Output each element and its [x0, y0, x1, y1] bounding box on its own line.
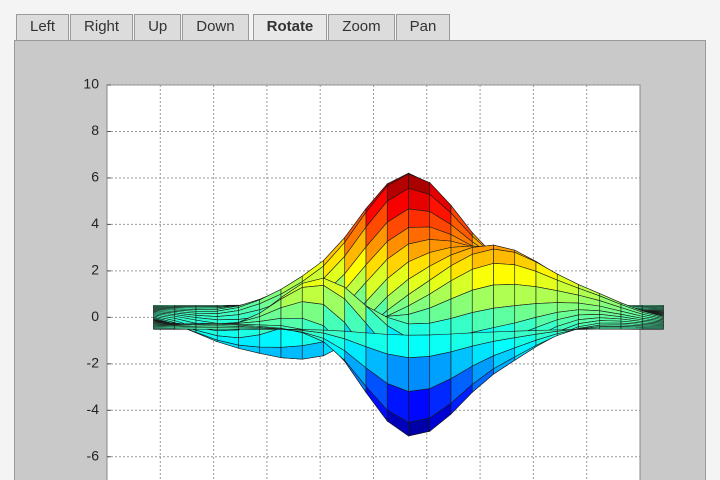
surface-patch: [386, 334, 409, 359]
surface-cell: [493, 326, 579, 375]
surface-patch: [514, 284, 537, 306]
toolbar-tab[interactable]: Left: [16, 14, 70, 40]
surface-cell: [578, 309, 664, 328]
toolbar-tab[interactable]: Up: [134, 14, 182, 40]
surface-cell: [238, 323, 324, 343]
toolbar-tab[interactable]: Rotate: [252, 14, 328, 40]
surface-patch: [493, 284, 516, 309]
surface-cell: [408, 331, 494, 437]
surface-cell: [578, 322, 664, 330]
toolbar-tab[interactable]: Pan: [395, 14, 451, 40]
surface-cell: [153, 323, 239, 330]
surface-cell: [578, 284, 664, 322]
surface-patch: [641, 327, 664, 330]
surface-patch: [493, 263, 516, 286]
y-tick-label: 4: [91, 215, 99, 231]
surface-cell: [493, 248, 579, 328]
toolbar-tab[interactable]: Down: [182, 14, 249, 40]
surface-patch: [408, 356, 431, 392]
surface-cell: [323, 329, 409, 437]
surface-patch: [301, 284, 324, 305]
y-tick-label: 8: [91, 122, 99, 138]
surface-patch: [599, 327, 622, 330]
surface-patch: [408, 208, 431, 228]
y-tick-label: -2: [87, 355, 100, 371]
surface-patch: [216, 327, 239, 330]
surface-patch: [153, 327, 176, 330]
surface-patch: [599, 320, 622, 324]
y-tick-label: -4: [87, 401, 100, 417]
surface-cell: [408, 226, 494, 296]
y-tick-label: -6: [87, 447, 100, 463]
surface-patch: [238, 327, 261, 330]
toolbar: Left Right Up Down Rotate Zoom Pan: [16, 14, 451, 40]
y-tick-label: 2: [91, 262, 99, 278]
y-tick-label: 0: [91, 308, 99, 324]
surface-patch: [578, 309, 601, 316]
surface-patch: [174, 327, 197, 330]
surface-patch: [471, 284, 494, 313]
surface-patch: [408, 334, 431, 358]
surface-patch: [195, 327, 218, 330]
surface-patch: [408, 388, 431, 423]
y-tick-label: 6: [91, 169, 99, 185]
y-tick-label: 10: [83, 76, 99, 92]
surface-cell: [408, 248, 494, 341]
surface-cell: [238, 277, 324, 340]
surface-patch: [620, 327, 643, 330]
toolbar-tab[interactable]: Right: [70, 14, 134, 40]
toolbar-tab[interactable]: Zoom: [328, 14, 395, 40]
surface-patch: [280, 345, 303, 360]
